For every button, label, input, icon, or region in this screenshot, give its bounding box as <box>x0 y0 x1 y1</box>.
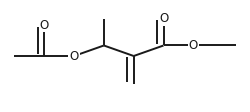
Text: O: O <box>70 50 79 62</box>
Text: O: O <box>40 18 49 32</box>
Text: O: O <box>189 39 198 52</box>
Text: O: O <box>159 12 168 25</box>
